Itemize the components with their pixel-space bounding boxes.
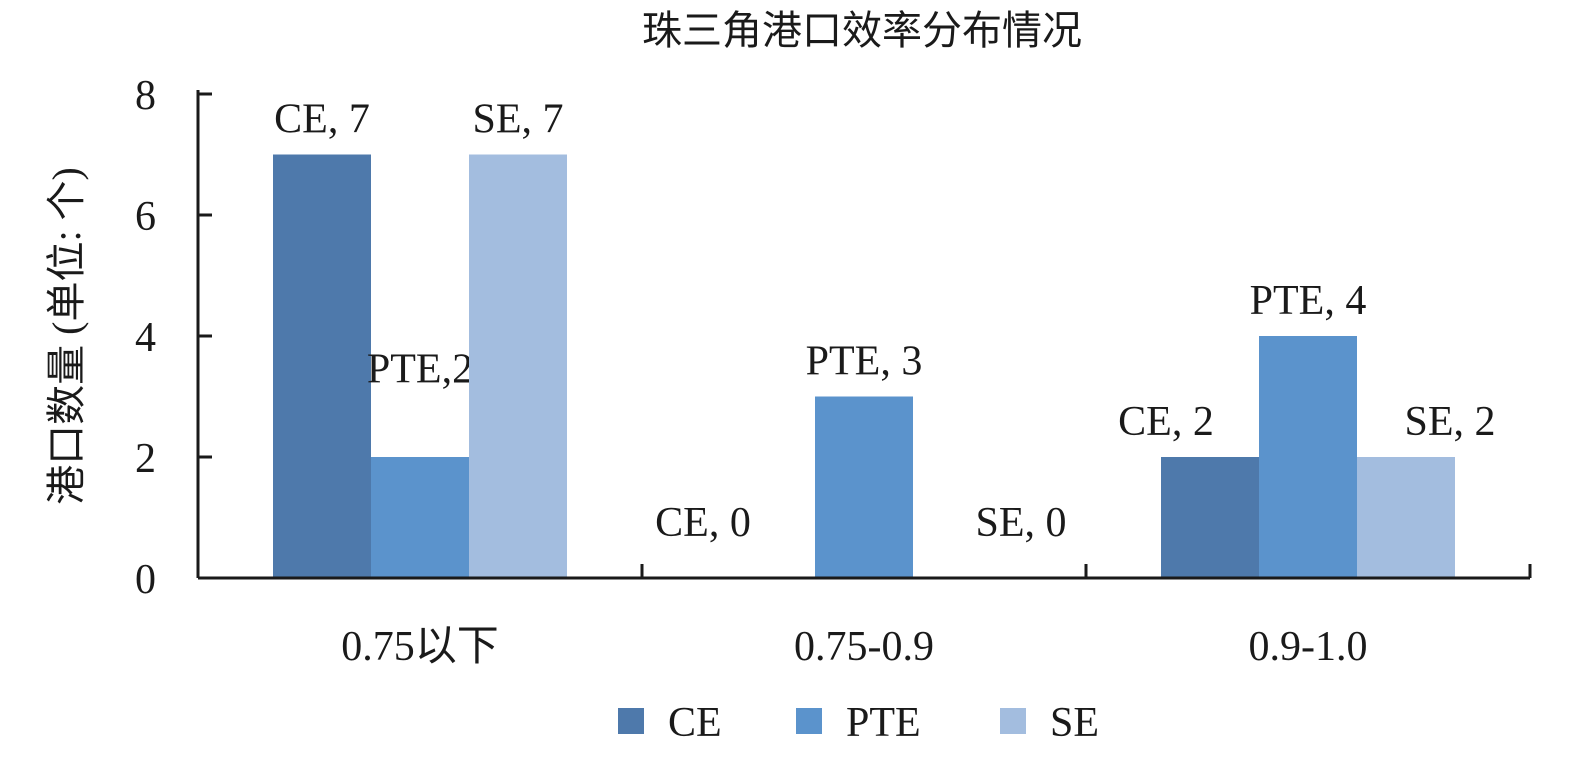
legend-label-pte: PTE (846, 700, 921, 746)
x-tick-label-1: 0.75-0.9 (794, 624, 934, 670)
y-tick-label-4: 4 (135, 315, 156, 361)
bar-se-0 (469, 154, 567, 578)
y-axis-label: 港口数量 (单位: 个) (44, 167, 89, 505)
data-label-se-1: SE, 0 (975, 500, 1066, 546)
bar-pte-2 (1259, 336, 1357, 578)
chart-title: 珠三角港口效率分布情况 (642, 8, 1082, 53)
y-tick-label-2: 2 (135, 436, 156, 482)
data-label-ce-2: CE, 2 (1118, 399, 1214, 445)
bar-pte-1 (815, 396, 913, 578)
data-label-pte-2: PTE, 4 (1250, 278, 1367, 324)
x-tick-label-0: 0.75以下 (341, 624, 499, 670)
legend-swatch-se (1000, 708, 1026, 734)
data-label-pte-0: PTE,2 (367, 346, 473, 392)
data-label-ce-0: CE, 7 (274, 97, 370, 143)
y-tick-label-8: 8 (135, 73, 156, 119)
bar-se-2 (1357, 457, 1455, 578)
legend-swatch-ce (618, 708, 644, 734)
legend-label-ce: CE (668, 700, 722, 746)
data-label-ce-1: CE, 0 (655, 500, 751, 546)
data-label-pte-1: PTE, 3 (806, 339, 923, 385)
data-label-se-0: SE, 7 (472, 97, 563, 143)
x-tick-label-2: 0.9-1.0 (1249, 624, 1368, 670)
bar-pte-0 (371, 457, 469, 578)
legend: CE PTE SE (618, 700, 1099, 746)
bar-ce-0 (273, 154, 371, 578)
y-tick-label-0: 0 (135, 557, 156, 603)
data-label-se-2: SE, 2 (1404, 399, 1495, 445)
y-tick-label-6: 6 (135, 194, 156, 240)
bar-ce-2 (1161, 457, 1259, 578)
plot-area: CE, 7 CE, 0 CE, 2 PTE,2 PTE, 3 PTE, 4 SE, 7 SE,… (135, 73, 1532, 670)
legend-swatch-pte (796, 708, 822, 734)
legend-label-se: SE (1050, 700, 1099, 746)
